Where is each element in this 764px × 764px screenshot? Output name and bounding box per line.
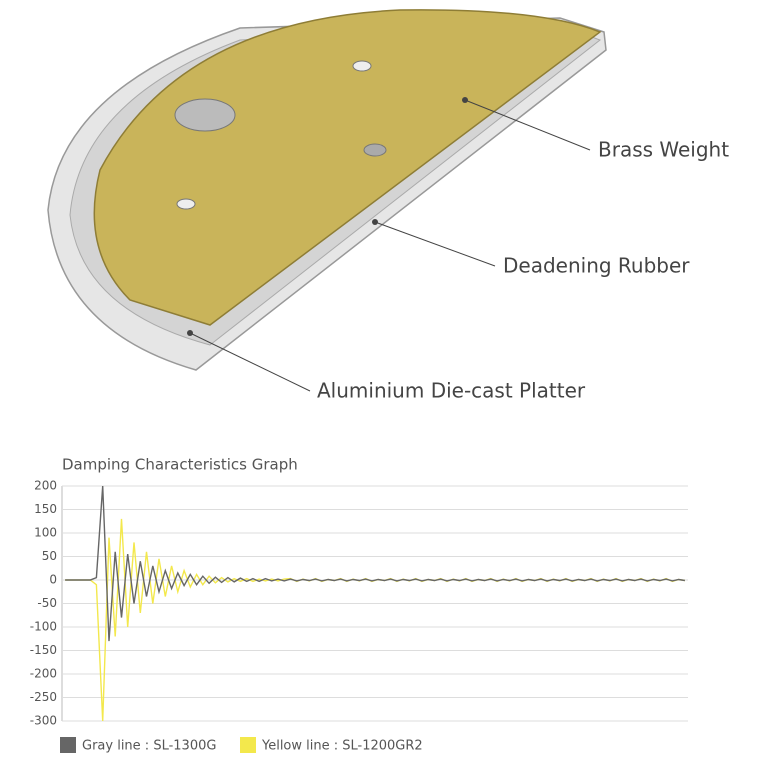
y-tick-label: -250 xyxy=(30,690,57,704)
y-tick-label: 0 xyxy=(49,573,57,587)
y-tick-label: -150 xyxy=(30,643,57,657)
leader-line xyxy=(464,99,591,151)
series-line xyxy=(65,485,686,642)
callout-label: Brass Weight xyxy=(598,138,729,162)
screw xyxy=(176,198,196,210)
leader-dot xyxy=(187,330,193,336)
hole xyxy=(363,143,387,157)
legend-label: Gray line : SL-1300G xyxy=(82,739,216,754)
legend-swatch xyxy=(60,737,76,753)
screw xyxy=(352,60,372,72)
y-tick-label: -200 xyxy=(30,667,57,681)
y-tick-label: -50 xyxy=(37,596,57,610)
y-tick-label: -100 xyxy=(30,620,57,634)
brass-weight xyxy=(93,9,602,326)
legend-swatch xyxy=(240,737,256,753)
hole xyxy=(174,98,236,132)
callout-label: Deadening Rubber xyxy=(503,254,690,278)
chart: 200 150 100 50 0 -50 -100 -150 -200 -250 -300 Gray … xyxy=(30,479,688,754)
leader-line xyxy=(189,332,311,392)
y-tick-label: 150 xyxy=(34,502,57,516)
y-tick-label: 100 xyxy=(34,526,57,540)
series-line xyxy=(65,518,686,722)
leader-dot xyxy=(372,219,378,225)
chart-title: Damping Characteristics Graph xyxy=(62,456,298,474)
callout-label: Aluminium Die-cast Platter xyxy=(317,379,586,403)
y-tick-label: 200 xyxy=(34,479,57,493)
y-tick-label: 50 xyxy=(42,549,57,563)
leader-line xyxy=(374,221,496,267)
platter-diagram: Brass Weight Deadening Rubber Aluminium … xyxy=(47,9,729,403)
leader-dot xyxy=(462,97,468,103)
legend-label: Yellow line : SL-1200GR2 xyxy=(261,739,423,754)
y-tick-label: -300 xyxy=(30,714,57,728)
